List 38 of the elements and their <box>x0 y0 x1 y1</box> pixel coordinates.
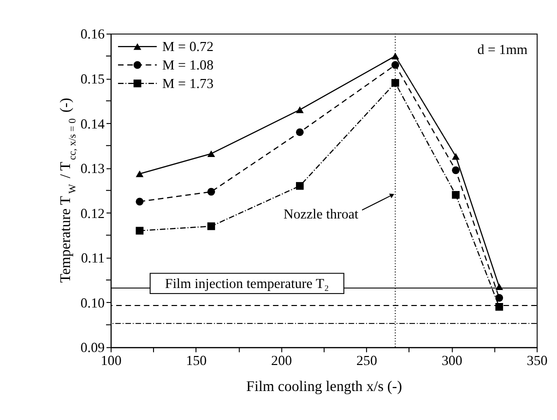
y-tick-label: 0.11 <box>80 250 105 266</box>
x-axis-title: Film cooling length x/s (-) <box>246 378 402 395</box>
y-axis-title: Temperature TW / Tcc, x/s = 0 (-) <box>58 98 79 283</box>
point <box>296 128 304 136</box>
y-tick-label: 0.15 <box>80 71 105 86</box>
point <box>391 79 400 87</box>
y-tick-label: 0.12 <box>80 206 105 221</box>
legend-label: M = 1.73 <box>162 76 214 92</box>
point <box>296 182 304 190</box>
point <box>495 294 504 302</box>
x-tick-label: 350 <box>526 353 548 368</box>
legend-label: M = 0.72 <box>162 39 214 54</box>
x-tick-label: 150 <box>186 353 207 368</box>
point <box>207 150 216 158</box>
y-tick-label: 0.10 <box>80 295 105 310</box>
point <box>391 61 400 69</box>
ref-line-label: Film injection temperature T₂ <box>165 276 330 292</box>
y-tick-label: 0.16 <box>80 26 105 42</box>
annotation: d = 1mm <box>477 42 528 57</box>
point <box>136 226 144 235</box>
annotation: Nozzle throat <box>284 206 359 222</box>
point <box>207 222 216 230</box>
x-tick-label: 200 <box>271 353 292 368</box>
point <box>136 170 144 178</box>
point <box>452 166 460 174</box>
x-tick-label: 250 <box>356 353 378 368</box>
y-tick-label: 0.13 <box>80 161 105 176</box>
point <box>207 188 216 196</box>
legend-label: M = 1.08 <box>162 58 214 73</box>
y-tick-label: 0.14 <box>80 116 105 132</box>
point <box>391 52 400 60</box>
point <box>136 198 144 206</box>
point <box>452 153 460 160</box>
point <box>452 191 460 199</box>
x-tick-label: 100 <box>100 353 122 368</box>
point <box>296 106 304 114</box>
x-tick-label: 300 <box>442 353 462 368</box>
y-tick-label: 0.09 <box>80 340 105 356</box>
